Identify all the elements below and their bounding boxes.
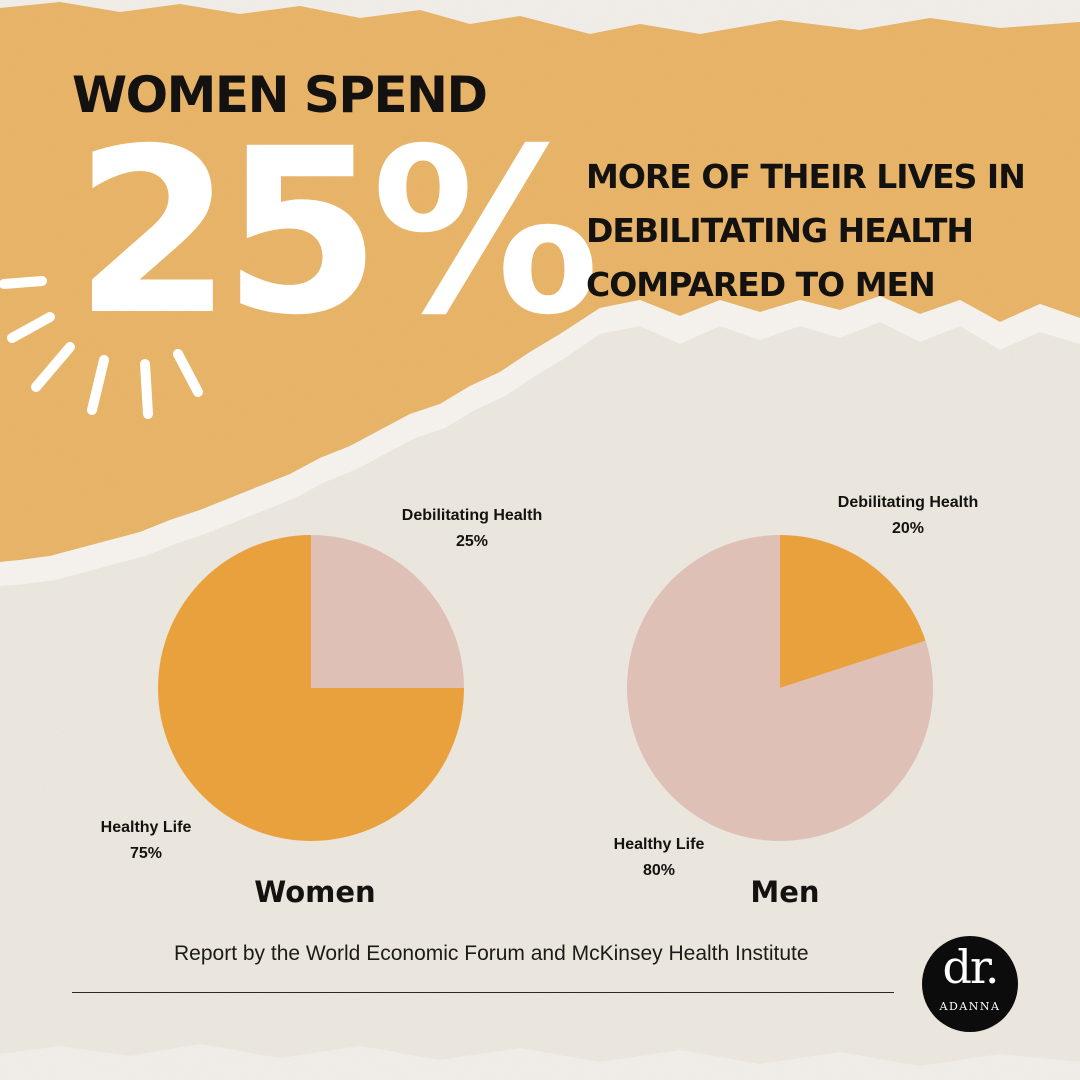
subhead-line-3: COMPARED TO MEN (586, 265, 936, 304)
pie-slice-debilitating-health (311, 535, 464, 688)
slice-value-label: 20% (892, 520, 924, 537)
pie-chart-women: Debilitating Health 25% Healthy Life 75% Wom… (101, 507, 543, 909)
headline: WOMEN SPEND (72, 66, 488, 124)
slice-label: Debilitating Health (402, 507, 542, 524)
slice-value-label: 75% (130, 845, 162, 862)
sunburst-stroke-1 (0, 276, 47, 289)
pie-chart-men: Debilitating Health 20% Healthy Life 80% Men (614, 494, 979, 909)
subhead: MORE OF THEIR LIVES IN DEBILITATING HEAL… (586, 150, 1066, 312)
pie-slice-debilitating-health (780, 535, 926, 688)
logo-mark: dr. (942, 940, 999, 994)
pie-slice-healthy-life (626, 535, 933, 842)
sunburst-stroke-4 (87, 355, 109, 415)
slice-label: Healthy Life (614, 836, 705, 853)
slice-label: Healthy Life (101, 819, 192, 836)
slice-value-label: 80% (643, 862, 675, 879)
slice-value-label: 25% (456, 533, 488, 550)
big-stat-percentage: 25% (74, 99, 600, 365)
chart-title: Men (750, 875, 819, 909)
sunburst-strokes (0, 276, 203, 419)
divider-line (72, 992, 894, 993)
subhead-line-2: DEBILITATING HEALTH (586, 211, 974, 250)
pie-slice-healthy-life (158, 535, 464, 841)
source-caption: Report by the World Economic Forum and M… (174, 942, 809, 965)
sunburst-stroke-5 (140, 359, 153, 419)
slice-label: Debilitating Health (838, 494, 978, 511)
sunburst-stroke-2 (7, 312, 55, 343)
sunburst-stroke-3 (31, 342, 75, 392)
logo-name: ADANNA (939, 1000, 1001, 1013)
subhead-line-1: MORE OF THEIR LIVES IN (586, 157, 1026, 196)
brand-logo: dr. ADANNA (922, 936, 1018, 1032)
sunburst-stroke-6 (173, 349, 203, 397)
chart-title: Women (254, 875, 375, 909)
